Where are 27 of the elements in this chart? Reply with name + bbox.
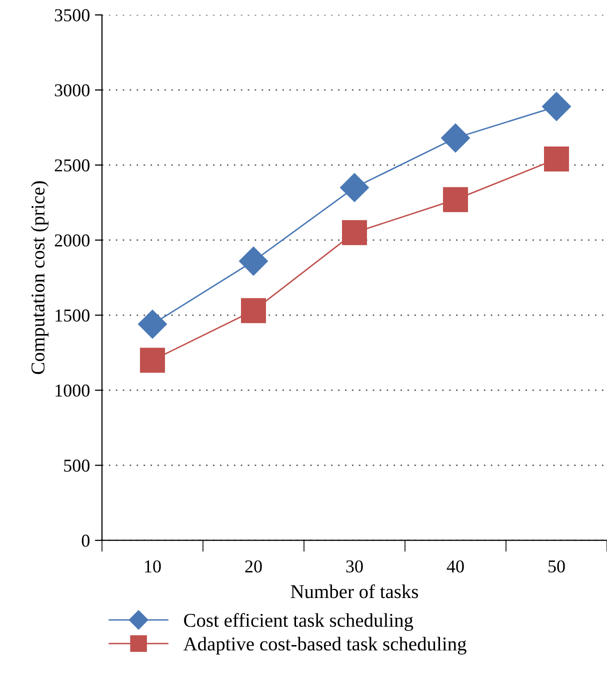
x-tick-label: 10 <box>145 560 161 573</box>
x-tick-label: 20 <box>245 560 262 573</box>
point <box>442 187 468 212</box>
y-tick-label: 2500 <box>54 159 90 172</box>
x-tick-label: 50 <box>548 560 565 573</box>
point <box>340 173 369 202</box>
y-axis-title: Computation cost (price) <box>30 181 49 374</box>
y-tick-label: 1500 <box>56 309 90 322</box>
point <box>239 246 268 276</box>
legend-label: Cost efficient task scheduling <box>184 613 414 631</box>
y-tick-label: 2000 <box>54 234 90 247</box>
legend-label: Adaptive cost-based task scheduling <box>183 636 466 655</box>
x-tick-label: 40 <box>446 560 464 573</box>
point <box>240 298 266 324</box>
y-tick-label: 3000 <box>54 84 90 96</box>
y-tick-label: 500 <box>64 460 90 472</box>
x-tick-label: 30 <box>346 560 363 573</box>
point <box>140 348 165 373</box>
y-tick-label: 3500 <box>54 9 90 22</box>
point <box>138 310 167 339</box>
y-tick-label: 1000 <box>56 384 90 397</box>
point <box>441 124 470 152</box>
point <box>342 220 367 246</box>
point <box>544 146 569 172</box>
x-axis-title: Number of tasks <box>290 584 418 598</box>
point <box>542 92 571 121</box>
y-tick-label: 0 <box>82 534 90 547</box>
